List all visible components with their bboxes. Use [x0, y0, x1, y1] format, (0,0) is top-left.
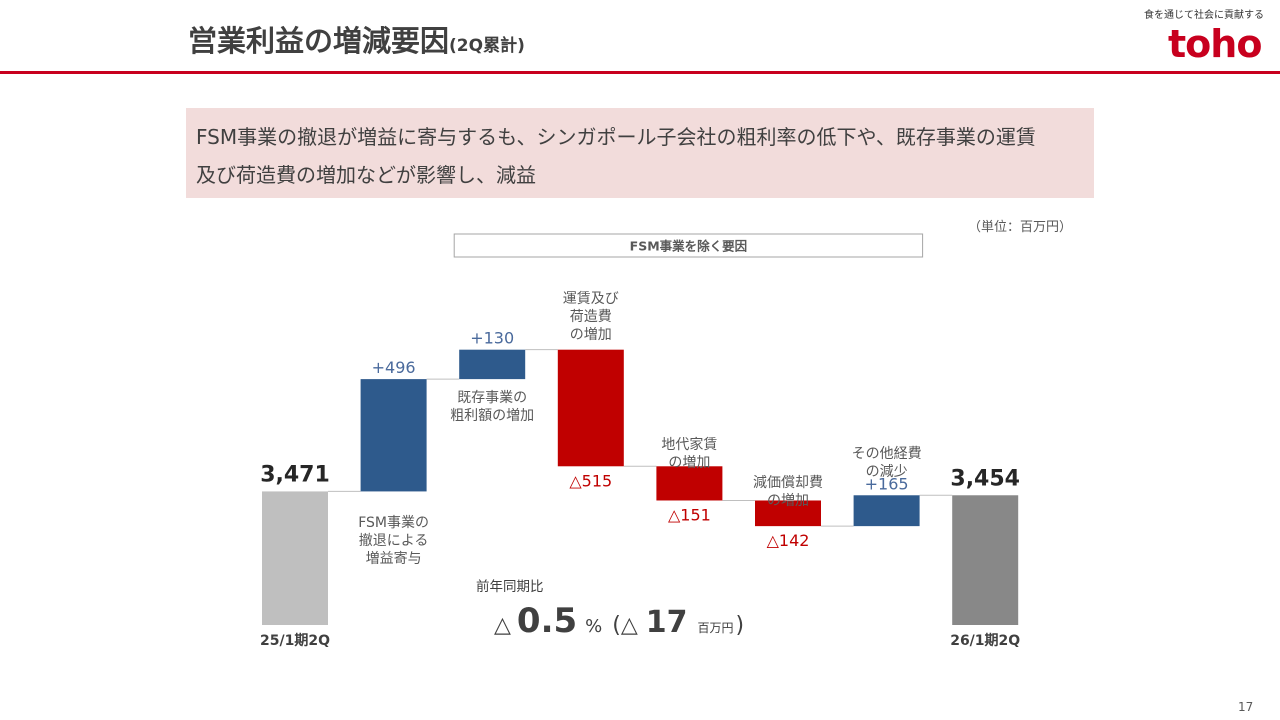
yoy-label: 前年同期比: [476, 578, 544, 595]
delta-value-label-1: +496: [372, 358, 416, 377]
category-label-2: 既存事業の: [457, 390, 527, 406]
yoy-part: △: [621, 613, 638, 638]
bar-2: [459, 349, 526, 380]
total-value-label-0: 3,471: [260, 462, 330, 487]
bar-6: [853, 495, 920, 527]
page-title-suffix: (2Q累計): [449, 36, 525, 56]
delta-value-label-3: △515: [569, 471, 612, 490]
bar-0: [262, 491, 328, 625]
delta-value-label-4: △151: [668, 505, 711, 524]
category-label-4: の増加: [668, 455, 710, 471]
yoy-part: ): [736, 613, 745, 638]
bracket-label: FSM事業を除く要因: [630, 239, 747, 254]
yoy-part: 0.5: [517, 601, 577, 641]
yoy-part: △: [494, 613, 511, 638]
category-label-3: 運賃及び: [563, 291, 619, 307]
page-title: 営業利益の増減要因(2Q累計): [188, 24, 525, 58]
category-label-5: 減価償却費: [753, 474, 823, 491]
category-label-4: 地代家賃: [661, 436, 717, 453]
page-number: 17: [1238, 700, 1254, 714]
category-label-6: の減少: [866, 463, 908, 480]
company-tagline: 食を通じて社会に貢献する: [1144, 10, 1264, 21]
bar-1: [360, 379, 427, 492]
category-label-3: 荷造費: [570, 309, 612, 325]
bracket-box: [453, 233, 924, 258]
bar-4: [656, 466, 723, 501]
yoy-summary: △ 0.5% (△ 17 百万円): [494, 601, 744, 641]
category-label-1: FSM事業の: [358, 515, 429, 531]
category-label-6: その他経費: [852, 446, 922, 462]
delta-value-label-2: +130: [470, 329, 514, 348]
category-label-7: 26/1期2Q: [950, 633, 1020, 649]
summary-line-1: FSM事業の撤退が増益に寄与するも、シンガポール子会社の粗利率の低下や、既存事業…: [196, 125, 1036, 149]
summary-callout: FSM事業の撤退が増益に寄与するも、シンガポール子会社の粗利率の低下や、既存事業…: [186, 108, 1094, 198]
category-label-2: 粗利額の増加: [450, 408, 534, 424]
delta-value-label-5: △142: [767, 531, 810, 550]
yoy-part: 17: [646, 605, 688, 640]
yoy-part: (: [612, 613, 621, 638]
category-label-0: 25/1期2Q: [260, 633, 330, 649]
category-label-5: の増加: [767, 493, 809, 509]
bar-3: [557, 349, 624, 467]
bar-5: [755, 500, 821, 527]
yoy-part: 百万円: [698, 621, 734, 635]
total-value-label-7: 3,454: [950, 466, 1020, 491]
category-label-3: の増加: [570, 327, 612, 343]
yoy-part: %: [585, 616, 602, 637]
bar-7: [952, 495, 1019, 625]
header-rule: [0, 71, 1280, 74]
summary-line-2: 及び荷造費の増加などが影響し、減益: [196, 163, 536, 187]
toho-logo: toho: [1168, 22, 1262, 66]
unit-label: （単位：百万円）: [968, 220, 1073, 235]
delta-value-label-6: +165: [865, 474, 909, 493]
category-label-1: 増益寄与: [366, 550, 422, 567]
category-label-1: 撤退による: [359, 533, 429, 549]
